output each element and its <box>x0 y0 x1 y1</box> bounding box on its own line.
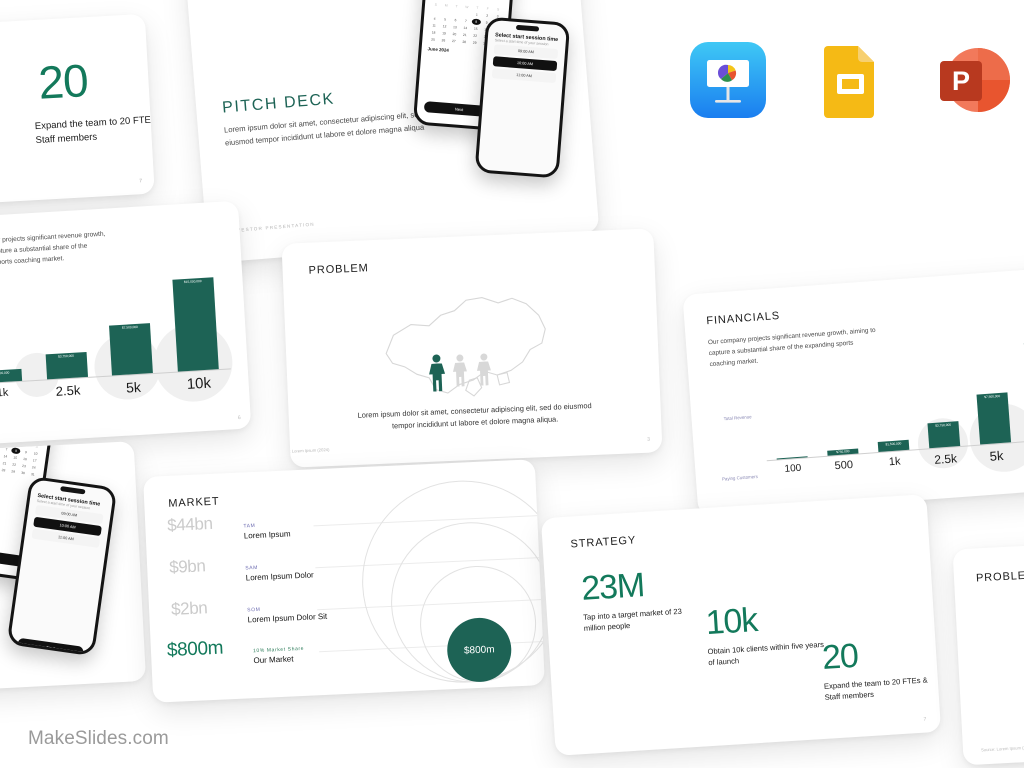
map-illustration <box>370 284 575 404</box>
strategy-stat-number: 23M <box>580 566 646 608</box>
bar-category-label: 5k <box>989 447 1004 464</box>
bar-group: $1,500,000 1k <box>861 349 919 468</box>
market-name: Lorem Ipsum Dolor Sit <box>247 611 328 625</box>
financials-title: FINANCIALS <box>705 309 781 328</box>
strategy-stat-caption: Obtain 10k clients within five years of … <box>707 639 825 668</box>
problem-source: Source: Lorem Ipsum (2024) <box>281 447 330 455</box>
slide-strategy-clipped[interactable]: k s within nch 20 Expand the team to 20 … <box>0 13 155 211</box>
microsoft-powerpoint-icon[interactable]: P <box>934 42 1010 118</box>
chart-bars: $1,500,000 1k $3,750,000 2.5k $7,500,000 5k… <box>0 273 231 399</box>
app-icon-row: P <box>690 42 1010 118</box>
slide-problem-clipped[interactable]: PROBLEM Source: Lorem Ipsum (2024) <box>952 538 1024 766</box>
problem-clipped-title: PROBLEM <box>975 569 1024 585</box>
page-number: 7 <box>139 178 143 185</box>
bar-category-label: 2.5k <box>55 382 81 399</box>
financials-clipped-subtitle: Our company projects significant revenue… <box>0 230 106 269</box>
bar <box>976 392 1012 445</box>
slide-financials-clipped[interactable]: Our company projects significant revenue… <box>0 200 252 456</box>
pitch-deck-footer: INVESTOR PRESENTATION <box>229 221 316 234</box>
page-number: 6 <box>237 414 241 422</box>
problem-caption: Lorem ipsum dolor sit amet, consectetur … <box>357 400 592 431</box>
market-row: $9bn SAM Lorem Ipsum Dolor <box>169 551 314 586</box>
strategy-stat-number: 20 <box>821 636 859 677</box>
bar-group: $7,500,000 5k <box>94 276 165 396</box>
financials-clipped-chart: $1,500,000 1k $3,750,000 2.5k $7,500,000 5k… <box>0 273 235 404</box>
market-core-label: $800m <box>463 643 495 657</box>
market-row-highlight: $800m 10% Market Share Our Market <box>166 634 304 669</box>
time-screen-next-button[interactable]: Next <box>17 637 84 657</box>
bar-group: $3,750,000 2.5k <box>912 346 970 467</box>
market-value: $44bn <box>166 513 213 535</box>
bar-category-label: 1k <box>888 455 901 469</box>
bar-category-label: 500 <box>834 458 854 473</box>
chart-ylabel: Total Revenue <box>723 414 752 422</box>
bar <box>172 277 219 372</box>
chart-xlabel: Paying Customers <box>721 473 758 482</box>
powerpoint-letter: P <box>952 66 970 96</box>
slide-problem[interactable]: PROBLEM Lorem ipsum dolor sit amet, cons <box>281 228 663 468</box>
phone-mock-time[interactable]: Select start session time Select a start… <box>474 16 571 179</box>
page-number: 3 <box>647 436 651 443</box>
slide-app-mockups[interactable]: Select start session date Select a start… <box>0 441 147 695</box>
strategy-stat-caption: Tap into a target market of 23 million p… <box>582 606 683 634</box>
bar-category-label: 5k <box>125 378 142 396</box>
pitch-deck-title: PITCH DECK <box>221 90 336 117</box>
apple-keynote-icon[interactable] <box>690 42 766 118</box>
problem-clipped-source: Source: Lorem Ipsum (2024) <box>980 745 1024 753</box>
strategy-stat-caption: Expand the team to 20 FTEs & Staff membe… <box>823 675 928 703</box>
market-value: $2bn <box>170 598 208 619</box>
market-name: Lorem Ipsum Dolor <box>245 570 314 583</box>
bar-group: $7,500,000 5k <box>963 342 1021 464</box>
bar-category-label: 2.5k <box>933 451 958 467</box>
slide-financials[interactable]: FINANCIALS Our company projects signific… <box>682 265 1024 517</box>
market-name: Lorem Ipsum <box>243 529 291 541</box>
slide-strategy[interactable]: STRATEGY 23M Tap into a target market of… <box>540 494 942 756</box>
market-tag: TAM <box>243 522 256 530</box>
bar-category-label: 1k <box>0 386 9 400</box>
strategy-clipped-caption: Expand the team to 20 FTEs & Staff membe… <box>34 113 155 146</box>
strategy-stat: 20 Expand the team to 20 FTEs & Staff me… <box>821 633 941 703</box>
page-number: 7 <box>923 716 927 723</box>
market-name: Our Market <box>253 654 294 666</box>
market-value: $800m <box>166 637 224 662</box>
market-title: MARKET <box>168 495 220 510</box>
strategy-title: STRATEGY <box>570 534 637 551</box>
person-icon <box>452 354 467 387</box>
person-icon <box>476 353 491 386</box>
bar-category-label: 10k <box>186 374 212 394</box>
bar-category-label: 100 <box>784 462 802 475</box>
market-row: $2bn SOM Lorem Ipsum Dolor Sit <box>171 593 328 628</box>
market-row: $44bn TAM Lorem Ipsum <box>167 510 291 544</box>
google-slides-icon[interactable] <box>812 42 888 118</box>
bar-group: 100 <box>759 357 817 475</box>
market-value: $9bn <box>168 556 206 577</box>
bar <box>109 323 153 376</box>
strategy-clipped-number: 20 <box>36 54 89 109</box>
slide-pitch-deck[interactable]: PITCH DECK Lorem ipsum dolor sit amet, c… <box>184 0 600 264</box>
market-tag: 10% Market Share <box>252 645 305 655</box>
bar-group: $3,750,000 2.5k <box>29 280 100 399</box>
market-funnel-rings: $800m <box>343 465 545 702</box>
person-icon-highlighted <box>428 354 446 392</box>
financials-chart: 100 $750,000 500 $1,500,000 1k $3,750,000 2… <box>759 339 1024 475</box>
strategy-stat: 10k Obtain 10k clients within five years… <box>705 599 829 669</box>
bar-group: $750,000 500 <box>810 353 868 472</box>
strategy-stat-number: 10k <box>704 601 759 643</box>
problem-title: PROBLEM <box>308 262 369 277</box>
watermark: MakeSlides.com <box>28 728 169 749</box>
strategy-stat: 23M Tap into a target market of 23 milli… <box>580 564 704 634</box>
region-map-icon <box>385 296 546 397</box>
slide-market[interactable]: MARKET $44bn TAM Lorem Ipsum $9bn SAM Lo… <box>143 459 545 703</box>
